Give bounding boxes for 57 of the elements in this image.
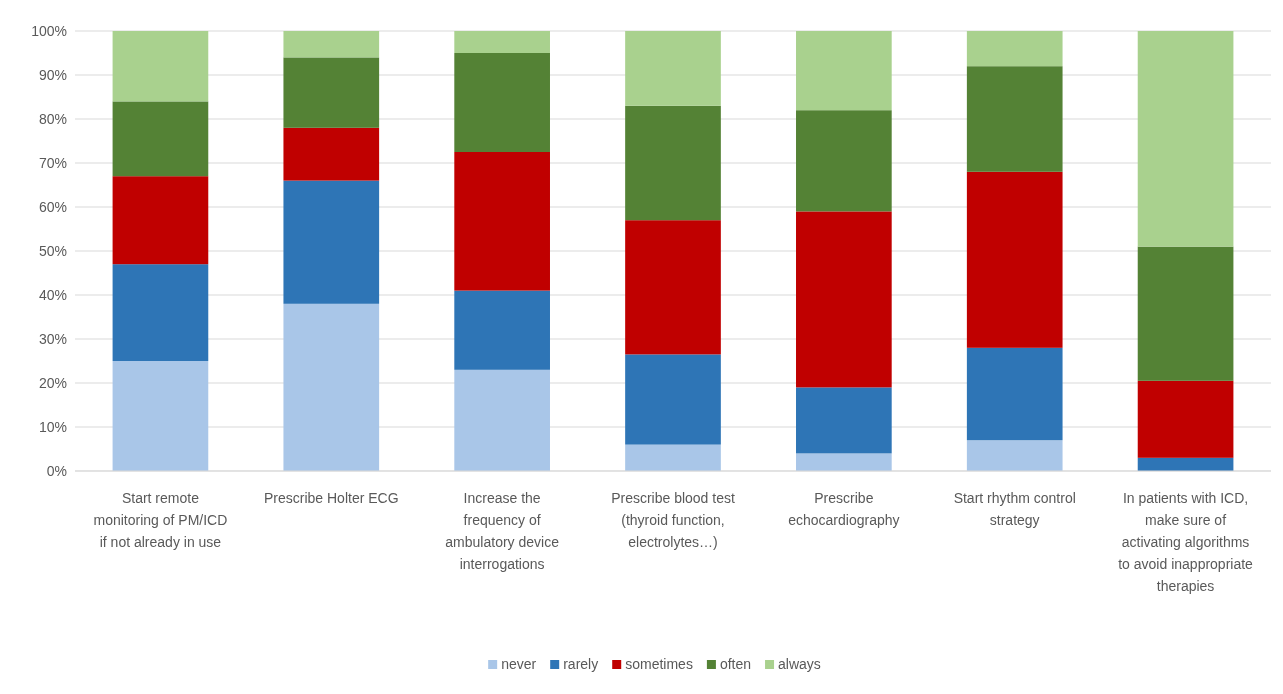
y-tick-label: 0% bbox=[46, 462, 67, 479]
x-tick-label: In patients with ICD, make sure of activating algorithms to avoid inappropriate therapies bbox=[1118, 490, 1254, 594]
bar bbox=[966, 31, 1063, 67]
x-tick-label: Start rhythm control strategy bbox=[953, 490, 1076, 528]
bar bbox=[796, 211, 892, 388]
y-tick-label: 100% bbox=[31, 22, 67, 39]
bar bbox=[1137, 457, 1234, 471]
y-tick-label: 60% bbox=[38, 198, 67, 215]
bar bbox=[625, 220, 721, 355]
bar bbox=[966, 440, 1063, 471]
bar bbox=[625, 31, 721, 106]
bar bbox=[1137, 380, 1234, 458]
legend-label: never bbox=[501, 656, 537, 672]
y-tick-label: 80% bbox=[38, 110, 67, 127]
x-tick-label: Start remote monitoring of PM/ICD if not already in use bbox=[93, 490, 228, 550]
bar bbox=[283, 303, 380, 471]
bar bbox=[112, 176, 209, 265]
legend-label: always bbox=[778, 656, 821, 672]
bar bbox=[966, 347, 1063, 441]
y-tick-label: 30% bbox=[38, 330, 67, 347]
bar bbox=[283, 127, 380, 181]
legend-label: rarely bbox=[563, 656, 599, 672]
y-tick-label: 50% bbox=[38, 242, 67, 259]
bar bbox=[112, 361, 209, 471]
bar bbox=[796, 453, 892, 471]
bar bbox=[625, 105, 721, 221]
y-tick-label: 20% bbox=[38, 374, 67, 391]
bar bbox=[283, 57, 380, 128]
bar bbox=[796, 110, 892, 212]
bar bbox=[112, 31, 209, 102]
bar bbox=[625, 444, 721, 471]
bar bbox=[454, 152, 550, 291]
y-tick-label: 90% bbox=[38, 66, 67, 83]
legend-label: sometimes bbox=[625, 656, 693, 672]
bar bbox=[283, 180, 380, 304]
x-tick-label: Prescribe echocardiography bbox=[788, 490, 900, 528]
x-tick-label: Prescribe blood test (thyroid function, electrolytes…) bbox=[611, 490, 735, 550]
bar bbox=[112, 101, 209, 177]
y-tick-label: 10% bbox=[38, 418, 67, 435]
y-tick-label: 40% bbox=[38, 286, 67, 303]
x-tick-label: Prescribe Holter ECG bbox=[263, 490, 399, 506]
bar bbox=[966, 66, 1063, 172]
x-tick-label: Increase the frequency of ambulatory device interrogations bbox=[445, 490, 560, 572]
bar bbox=[454, 53, 550, 152]
bar bbox=[1137, 31, 1234, 247]
bar bbox=[625, 354, 721, 445]
bar bbox=[454, 31, 550, 53]
bar bbox=[966, 171, 1063, 348]
bar bbox=[454, 290, 550, 370]
bar bbox=[283, 31, 380, 58]
bar bbox=[796, 31, 892, 111]
bar bbox=[112, 264, 209, 361]
bar bbox=[796, 387, 892, 454]
y-tick-label: 70% bbox=[38, 154, 67, 171]
bar bbox=[454, 369, 550, 471]
legend-label: often bbox=[719, 656, 752, 672]
bar bbox=[1137, 246, 1234, 381]
